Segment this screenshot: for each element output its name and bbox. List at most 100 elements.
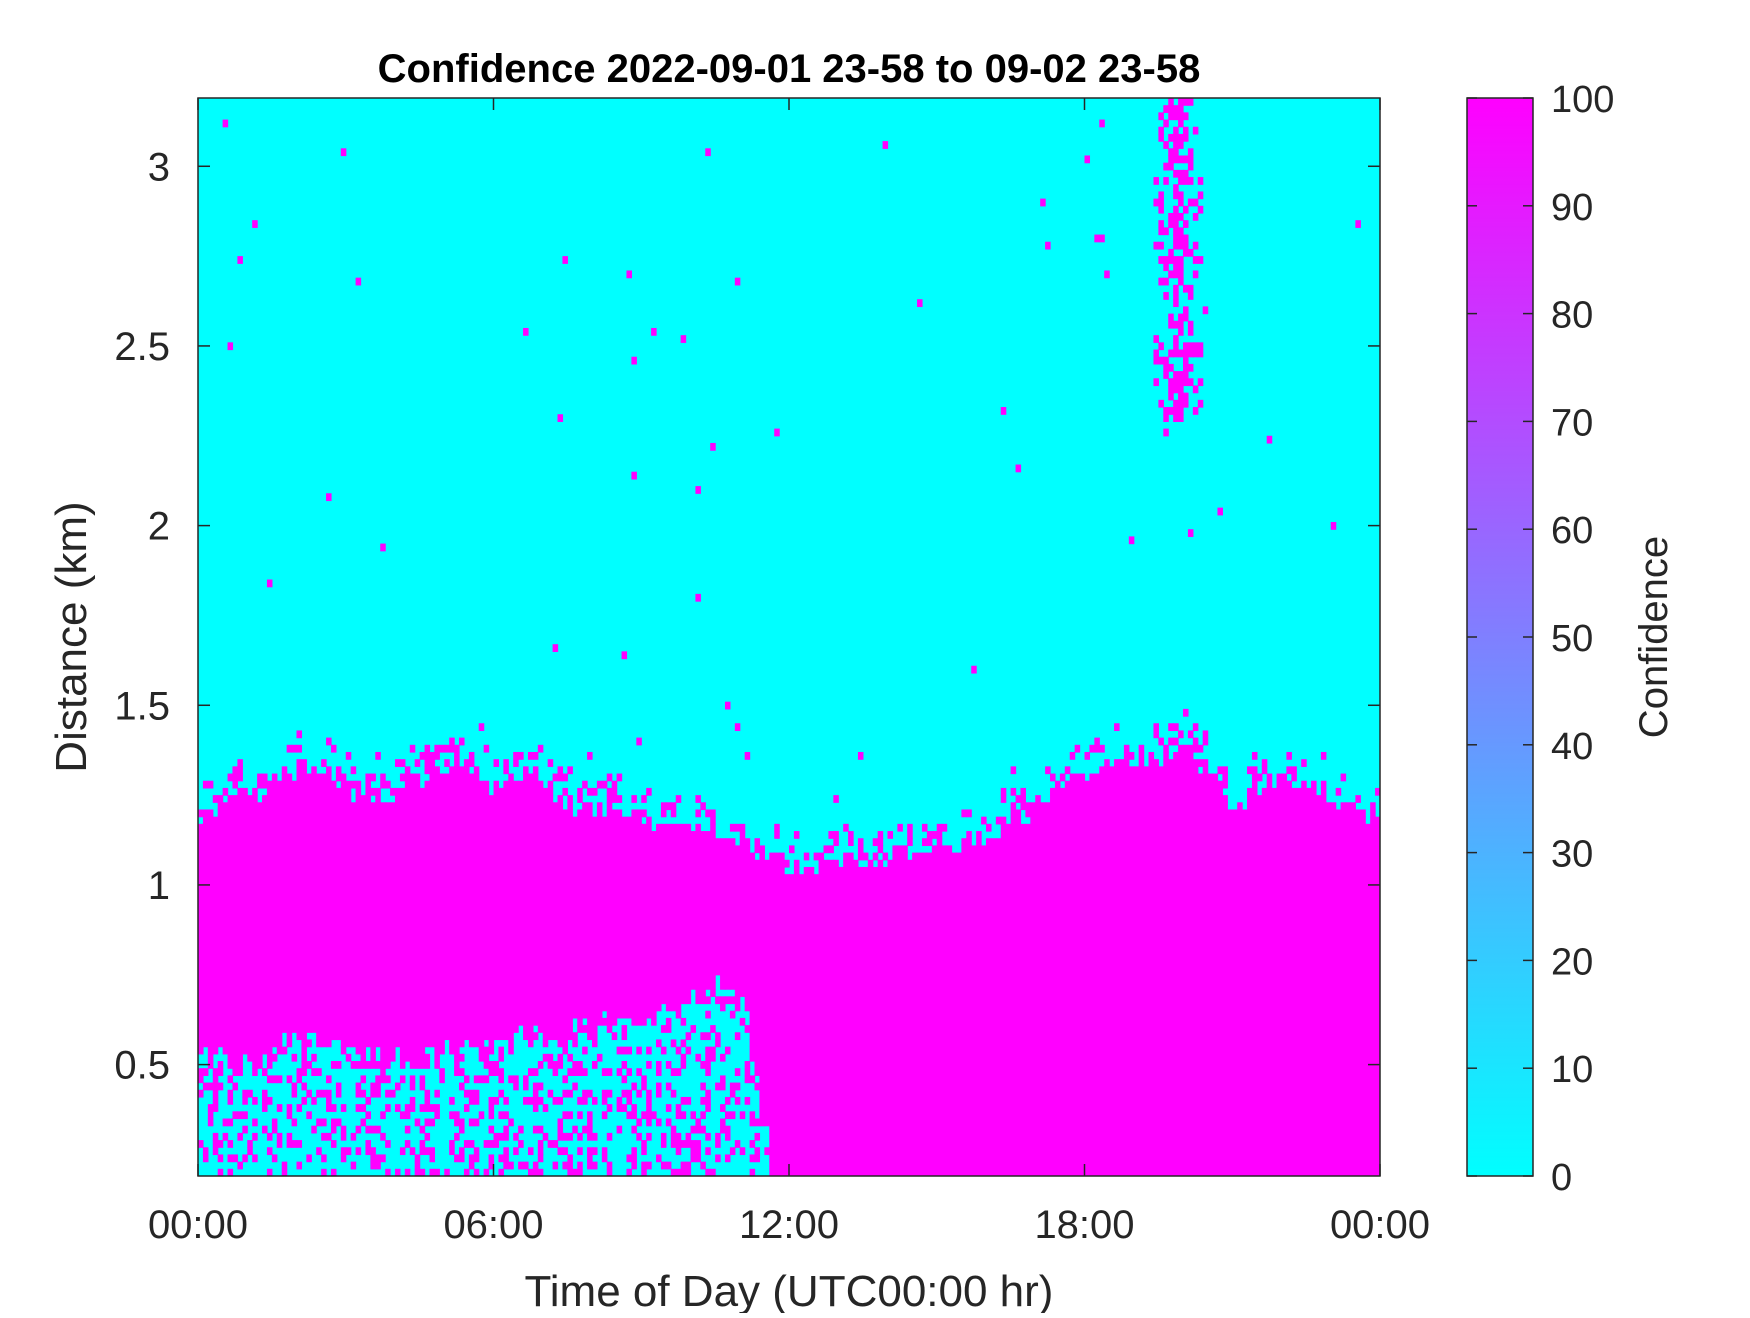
heatmap-cell bbox=[759, 960, 765, 969]
heatmap-cell bbox=[276, 1075, 283, 1084]
heatmap-cell bbox=[542, 859, 549, 868]
heatmap-cell bbox=[734, 1032, 741, 1041]
heatmap-cell bbox=[567, 1068, 573, 1076]
heatmap-cell bbox=[582, 996, 588, 1005]
heatmap-cell bbox=[601, 1003, 608, 1012]
heatmap-cell bbox=[321, 931, 327, 940]
heatmap-cell bbox=[247, 838, 253, 847]
heatmap-cell bbox=[749, 960, 756, 969]
heatmap-cell bbox=[473, 1154, 480, 1163]
heatmap-cell bbox=[207, 924, 214, 933]
heatmap-cell bbox=[601, 1154, 608, 1163]
heatmap-cell bbox=[473, 874, 480, 882]
heatmap-cell bbox=[247, 989, 253, 997]
heatmap-cell bbox=[596, 888, 603, 897]
heatmap-cell bbox=[680, 335, 687, 343]
heatmap-cell bbox=[532, 766, 539, 775]
heatmap-cell bbox=[237, 1132, 243, 1141]
heatmap-cell bbox=[680, 960, 687, 969]
heatmap-cell bbox=[606, 910, 613, 918]
heatmap-cell bbox=[498, 967, 504, 976]
heatmap-cell bbox=[266, 881, 273, 890]
heatmap-cell bbox=[572, 1082, 578, 1091]
heatmap-cell bbox=[454, 1053, 460, 1062]
heatmap-cell bbox=[222, 119, 229, 128]
heatmap-cell bbox=[212, 1032, 219, 1041]
heatmap-cell bbox=[631, 895, 637, 904]
heatmap-cell bbox=[266, 1025, 273, 1033]
heatmap-cell bbox=[454, 888, 460, 897]
heatmap-cell bbox=[316, 888, 322, 897]
heatmap-cell bbox=[321, 874, 327, 882]
heatmap-cell bbox=[710, 866, 716, 875]
heatmap-cell bbox=[626, 981, 632, 990]
heatmap-cell bbox=[734, 888, 741, 897]
heatmap-cell bbox=[316, 816, 322, 825]
heatmap-cell bbox=[508, 946, 514, 954]
heatmap-cell bbox=[281, 917, 288, 926]
heatmap-cell bbox=[345, 859, 352, 868]
heatmap-cell bbox=[409, 845, 416, 854]
heatmap-cell bbox=[454, 924, 460, 933]
heatmap-cell bbox=[409, 744, 416, 753]
heatmap-cell bbox=[424, 974, 431, 983]
heatmap-cell bbox=[651, 895, 657, 904]
heatmap-cell bbox=[414, 888, 421, 897]
heatmap-cell bbox=[769, 1104, 775, 1112]
heatmap-cell bbox=[537, 1140, 544, 1148]
heatmap-cell bbox=[365, 1096, 371, 1105]
heatmap-cell bbox=[459, 787, 465, 796]
heatmap-cell bbox=[252, 220, 258, 228]
heatmap-cell bbox=[380, 917, 386, 926]
heatmap-cell bbox=[789, 1168, 795, 1176]
heatmap-cell bbox=[429, 859, 435, 868]
heatmap-cell bbox=[306, 852, 312, 861]
heatmap-cell bbox=[262, 895, 268, 904]
heatmap-cell bbox=[695, 1118, 701, 1127]
heatmap-cell bbox=[271, 917, 278, 926]
heatmap-cell bbox=[286, 859, 293, 868]
heatmap-cell bbox=[759, 974, 765, 983]
heatmap-cell bbox=[321, 795, 327, 803]
heatmap-cell bbox=[390, 1017, 396, 1026]
heatmap-cell bbox=[262, 1089, 268, 1098]
heatmap-cell bbox=[350, 910, 357, 918]
heatmap-cell bbox=[488, 953, 495, 961]
heatmap-cell bbox=[656, 1061, 662, 1069]
heatmap-cell bbox=[774, 1075, 780, 1084]
heatmap-cell bbox=[513, 831, 519, 839]
heatmap-cell bbox=[675, 910, 682, 918]
heatmap-cell bbox=[523, 1032, 529, 1041]
heatmap-cell bbox=[232, 938, 238, 947]
heatmap-cell bbox=[286, 902, 293, 911]
heatmap-cell bbox=[232, 1061, 238, 1069]
heatmap-cell bbox=[616, 845, 623, 854]
heatmap-cell bbox=[518, 874, 524, 882]
heatmap-cell bbox=[385, 946, 391, 954]
heatmap-cell bbox=[601, 938, 608, 947]
heatmap-cell bbox=[641, 924, 647, 933]
heatmap-cell bbox=[355, 1104, 362, 1112]
heatmap-cell bbox=[587, 1125, 593, 1134]
heatmap-cell bbox=[789, 946, 795, 954]
heatmap-cell bbox=[306, 924, 312, 933]
heatmap-cell bbox=[311, 816, 317, 825]
heatmap-cell bbox=[734, 723, 741, 732]
heatmap-cell bbox=[537, 974, 544, 983]
heatmap-cell bbox=[493, 1132, 500, 1141]
heatmap-cell bbox=[754, 866, 761, 875]
heatmap-cell bbox=[449, 1096, 455, 1105]
heatmap-cell bbox=[690, 852, 697, 861]
heatmap-cell bbox=[577, 881, 583, 890]
heatmap-cell bbox=[690, 874, 697, 882]
heatmap-cell bbox=[286, 931, 293, 940]
heatmap-cell bbox=[680, 1140, 687, 1148]
heatmap-cell bbox=[365, 967, 371, 976]
heatmap-cell bbox=[232, 974, 238, 983]
heatmap-cell bbox=[616, 809, 623, 818]
heatmap-cell bbox=[434, 780, 440, 789]
heatmap-cell bbox=[552, 888, 559, 897]
heatmap-cell bbox=[301, 823, 307, 832]
heatmap-cell bbox=[774, 1125, 780, 1134]
heatmap-cell bbox=[724, 838, 731, 847]
